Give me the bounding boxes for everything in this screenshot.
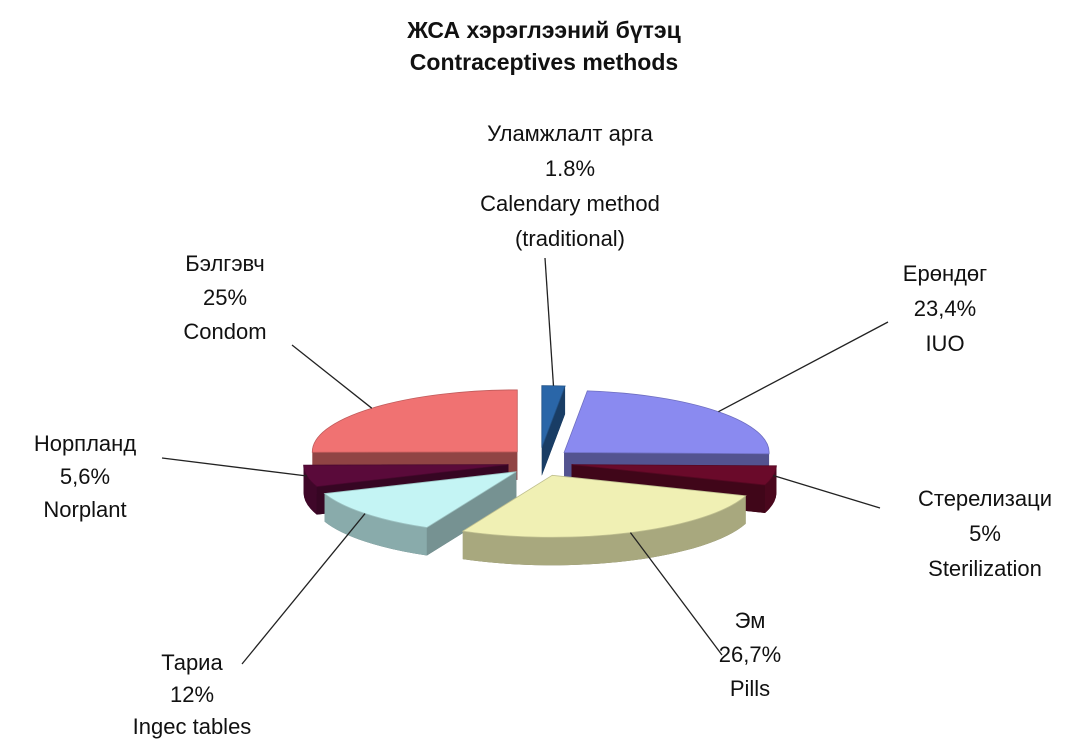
leader-line	[291, 344, 373, 409]
label-english: Calendary method	[480, 191, 660, 216]
slice	[323, 471, 517, 556]
data-label: 23,4%	[914, 296, 976, 321]
label-name: Ерөндөг	[903, 261, 987, 286]
slice	[311, 389, 518, 453]
leader-line	[161, 457, 308, 477]
chart-title: ЖСА хэрэглээний бүтэц	[406, 17, 681, 43]
label-english: Norplant	[43, 497, 126, 522]
label-english: Sterilization	[928, 556, 1042, 581]
label-name: Эм	[735, 608, 766, 633]
slice	[461, 474, 747, 566]
label-english: Pills	[730, 676, 770, 701]
leader-line	[629, 532, 723, 656]
data-label: 12%	[170, 682, 214, 707]
slice	[303, 464, 509, 488]
data-label: 5,6%	[60, 464, 110, 489]
label-english: IUO	[925, 331, 964, 356]
data-label: 25%	[203, 285, 247, 310]
leader-line	[718, 321, 889, 413]
data-label: 5%	[969, 521, 1001, 546]
slice	[571, 464, 777, 486]
slice-face	[541, 386, 566, 476]
slice-wall	[303, 465, 317, 515]
slice	[563, 390, 770, 455]
label-name: Стерелизаци	[918, 486, 1052, 511]
slice	[461, 474, 747, 538]
data-label: 1.8%	[545, 156, 595, 181]
label-english: (traditional)	[515, 226, 625, 251]
slice-wall	[462, 495, 746, 566]
leader-line	[773, 474, 881, 509]
label-english: Ingec tables	[133, 714, 252, 739]
data-label: 26,7%	[719, 642, 781, 667]
slice	[541, 385, 566, 476]
slice-wall	[765, 465, 777, 513]
label-name: Уламжлалт арга	[487, 121, 654, 146]
leader-line	[241, 513, 366, 665]
label-english: Condom	[183, 319, 266, 344]
chart-subtitle: Contraceptives methods	[410, 49, 678, 75]
label-name: Бэлгэвч	[185, 251, 264, 276]
slice-wall	[324, 493, 427, 556]
leader-line	[544, 257, 555, 386]
label-name: Тариа	[161, 650, 223, 675]
label-name: Норпланд	[34, 431, 136, 456]
